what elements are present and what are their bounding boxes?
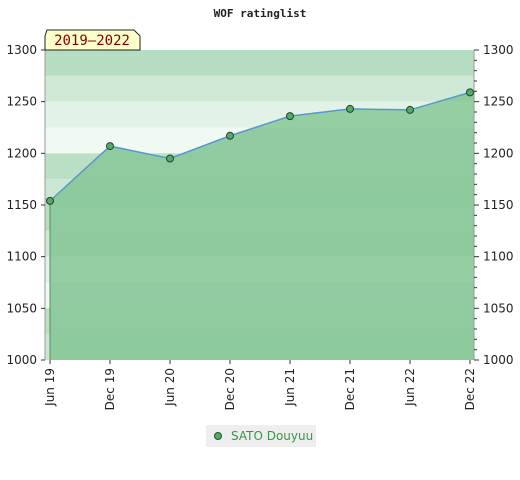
area-band (50, 179, 474, 205)
data-point (106, 142, 114, 151)
legend[interactable]: SATO Douyuu (206, 425, 316, 447)
series-area (50, 92, 474, 360)
area-band (50, 282, 474, 309)
y-tick-label-right: 1250 (483, 95, 514, 109)
data-point (466, 88, 474, 97)
y-tick-label-left: 1200 (6, 146, 37, 160)
data-point (346, 104, 354, 113)
x-tick-label: Jun 20 (163, 368, 177, 407)
y-tick-label-left: 1000 (6, 353, 37, 367)
data-point (226, 131, 234, 140)
x-tick-label: Jun 22 (403, 368, 417, 407)
legend-label: SATO Douyuu (231, 429, 313, 443)
background-band (45, 50, 474, 76)
data-point (166, 154, 174, 163)
y-tick-label-right: 1100 (483, 250, 514, 264)
y-tick-label-right: 1000 (483, 353, 514, 367)
area-band (50, 230, 474, 257)
x-tick-label: Jun 19 (43, 368, 57, 407)
y-tick-label-left: 1250 (6, 95, 37, 109)
x-tick-label: Dec 22 (463, 368, 477, 410)
y-tick-label-left: 1100 (6, 250, 37, 264)
x-tick-label: Dec 19 (103, 368, 117, 410)
area-band (50, 334, 474, 360)
y-tick-label-left: 1050 (6, 301, 37, 315)
x-tick-label: Dec 21 (343, 368, 357, 410)
background-band (45, 75, 474, 102)
series-line (49, 91, 471, 202)
y-tick-label-left: 1150 (6, 198, 37, 212)
data-point (406, 105, 414, 114)
legend-box (206, 425, 316, 447)
marker-layer (46, 88, 474, 205)
y-tick-label-right: 1200 (483, 146, 514, 160)
axis-layer: 1000 1000 1050 1050 1100 1100 1150 1150 1200 1200… (6, 43, 513, 410)
y-tick-label-right: 1050 (483, 301, 514, 315)
period-badge: 2019–2022 (44, 29, 141, 51)
y-tick-label-right: 1150 (483, 198, 514, 212)
chart-title: WOF ratinglist (214, 7, 307, 20)
data-point (286, 112, 294, 121)
period-badge-label: 2019–2022 (54, 33, 130, 49)
y-tick-label-right: 1300 (483, 43, 514, 57)
x-tick-label: Jun 21 (283, 368, 297, 407)
period-badge-box (44, 29, 141, 51)
data-point (46, 196, 54, 205)
y-tick-label-left: 1300 (6, 43, 37, 57)
legend-marker-icon (214, 432, 222, 440)
x-tick-label: Dec 20 (223, 368, 237, 410)
